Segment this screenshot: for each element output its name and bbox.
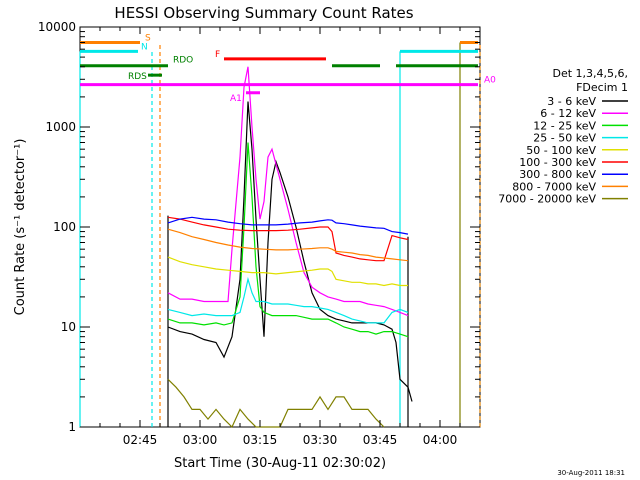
y-tick-label-1: 1 (68, 420, 76, 434)
flag-label-a0: A0 (484, 76, 496, 86)
x-tick-label-03-00: 03:00 (183, 433, 218, 447)
flag-label-a1: A1 (230, 94, 242, 104)
y-tick-label-1000: 1000 (45, 120, 76, 134)
plot-frame (79, 26, 481, 428)
footer-date: 30-Aug-2011 18:31 (557, 469, 625, 477)
series-line-7000-20000-kev (167, 378, 385, 429)
series-line-100-300-kev (167, 216, 409, 262)
series-lines (167, 66, 413, 429)
series-line-300-800-kev (167, 216, 409, 235)
legend-label-300-800-kev: 300 - 800 keV (519, 168, 596, 181)
legend-label-100-300-kev: 100 - 300 keV (519, 156, 596, 169)
y-axis-label: Count Rate (s⁻¹ detector⁻¹) (13, 139, 28, 316)
y-tick-label-10: 10 (61, 320, 76, 334)
y-tick-label-10000: 10000 (38, 20, 76, 34)
legend-label-800-7000-kev: 800 - 7000 keV (512, 180, 596, 193)
legend-label-7000-20000-kev: 7000 - 20000 keV (498, 193, 596, 206)
series-line-12-25-kev (167, 142, 409, 338)
legend-label-25-50-kev: 25 - 50 keV (533, 132, 596, 145)
status-flags: SN RDO RDS F A0 A1 (80, 33, 496, 104)
series-line-3-6-kev (167, 101, 413, 402)
flag-label-n: N (141, 42, 148, 52)
legend-label-50-100-kev: 50 - 100 keV (526, 144, 596, 157)
x-tick-label-03-30: 03:30 (303, 433, 338, 447)
chart-title: HESSI Observing Summary Count Rates (114, 4, 413, 22)
x-tick-label-03-45: 03:45 (363, 433, 398, 447)
axis-ticks: 02:45 03:00 03:15 03:30 03:45 04:00 1 10 100 1000… (38, 20, 480, 447)
series-line-6-12-kev (167, 66, 409, 317)
x-tick-label-03-15: 03:15 (243, 433, 278, 447)
legend-header-1: Det 1,3,4,5,6, (552, 67, 628, 80)
legend-label-12-25-kev: 12 - 25 keV (533, 119, 596, 132)
x-tick-label-04-00: 04:00 (423, 433, 458, 447)
flag-label-rdo: RDO (173, 56, 193, 66)
x-tick-label-02-45: 02:45 (123, 433, 158, 447)
series-line-25-50-kev (167, 276, 409, 324)
flag-label-rds: RDS (128, 72, 147, 82)
series-line-800-7000-kev (167, 228, 409, 262)
vertical-markers (79, 42, 481, 427)
legend-label-3-6-kev: 3 - 6 keV (547, 95, 596, 108)
x-axis-label: Start Time (30-Aug-11 02:30:02) (174, 456, 386, 471)
legend-header-2: FDecim 1 (576, 81, 628, 94)
y-tick-label-100: 100 (53, 220, 76, 234)
legend-label-6-12-kev: 6 - 12 keV (540, 107, 596, 120)
series-line-50-100-kev (167, 256, 408, 287)
flag-label-f: F (215, 50, 220, 60)
flag-label-s: S (145, 33, 151, 43)
